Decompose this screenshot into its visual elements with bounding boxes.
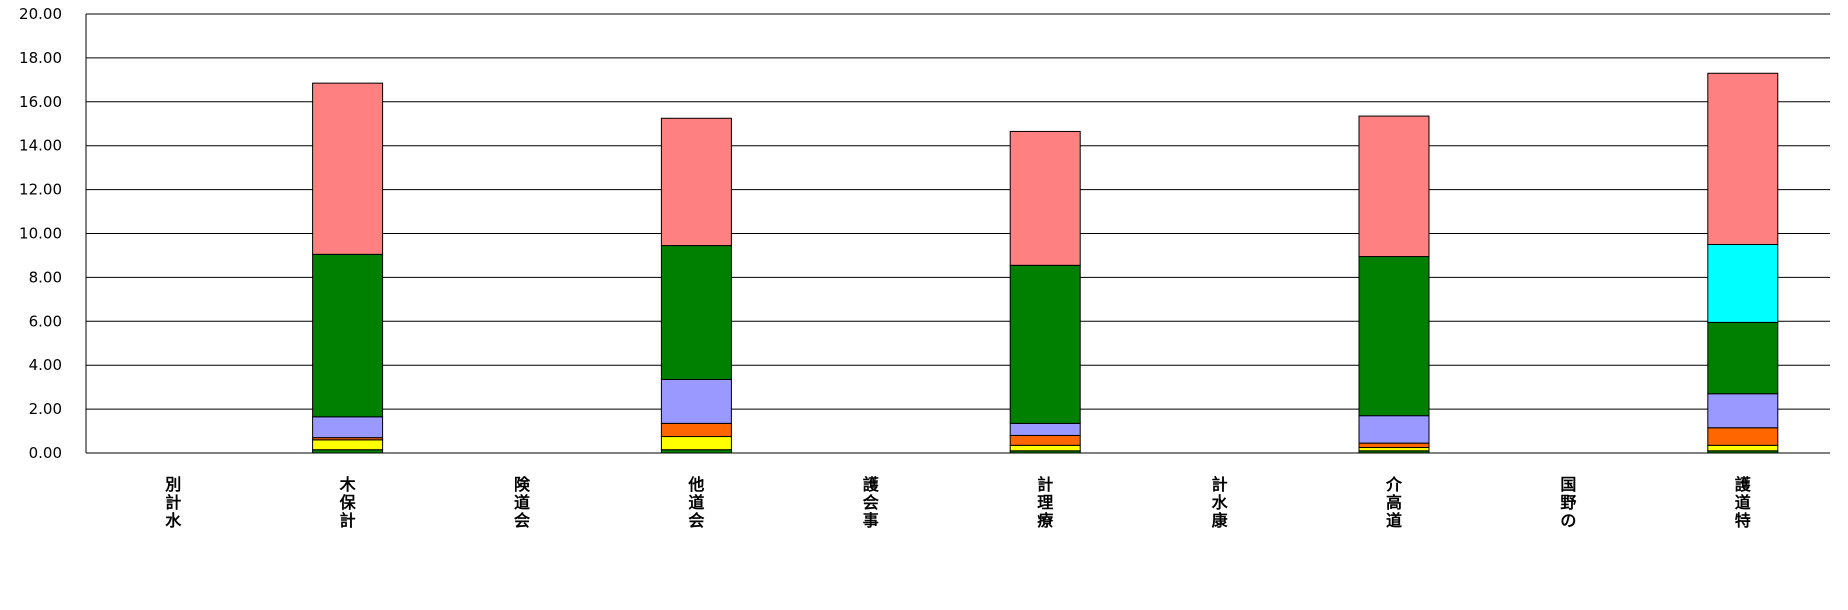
y-tick-label: 10.00 [19, 225, 62, 243]
x-tick-label: 介高道 [1385, 475, 1403, 530]
bar-segment [1707, 393, 1779, 429]
x-tick-label: 護会事 [863, 475, 880, 530]
y-tick-label: 6.00 [29, 312, 62, 330]
bar-segment [1707, 427, 1779, 446]
y-tick-label: 16.00 [19, 93, 62, 111]
bar-segment [1358, 256, 1430, 417]
x-tick-label: 別計水 [165, 475, 182, 530]
y-tick-label: 8.00 [29, 268, 62, 286]
bar-segment [1707, 321, 1779, 395]
x-tick-label: 護道特 [1735, 475, 1752, 530]
bar-segment [1009, 264, 1081, 424]
x-tick-label: 木保計 [339, 475, 357, 530]
bar-segment [312, 253, 384, 418]
bar-segment [1009, 444, 1081, 452]
y-tick-label: 14.00 [19, 137, 62, 155]
bar-segment [1707, 444, 1779, 452]
y-tick-label: 4.00 [29, 356, 62, 374]
y-tick-label: 18.00 [19, 49, 62, 67]
bar-segment [1358, 115, 1430, 258]
x-tick-label: 険道会 [514, 475, 531, 530]
x-tick-label: 国野の [1560, 475, 1576, 530]
y-tick-label: 20.00 [19, 5, 62, 23]
bar-segment [312, 416, 384, 439]
bar-segment [660, 117, 732, 247]
bar-segment [660, 245, 732, 380]
y-tick-label: 0.00 [29, 444, 62, 462]
bar-segment [660, 378, 732, 424]
bar-segment [1009, 434, 1081, 446]
y-tick-label: 12.00 [19, 181, 62, 199]
bar-segment [660, 422, 732, 438]
bar-segment [1358, 442, 1430, 449]
bar-segment [660, 436, 732, 451]
bar-segment [1358, 415, 1430, 444]
bar-segment [1009, 422, 1081, 436]
x-tick-label: 他道会 [687, 475, 704, 530]
bar-segment [1707, 72, 1779, 245]
y-tick-label: 2.00 [29, 400, 62, 418]
bar-segment [1707, 243, 1779, 323]
bar-segment [312, 439, 384, 451]
bar-segment [1009, 130, 1081, 266]
x-tick-label: 計理療 [1037, 475, 1054, 530]
x-tick-label: 計水康 [1212, 475, 1229, 530]
bar-segment [312, 82, 384, 255]
